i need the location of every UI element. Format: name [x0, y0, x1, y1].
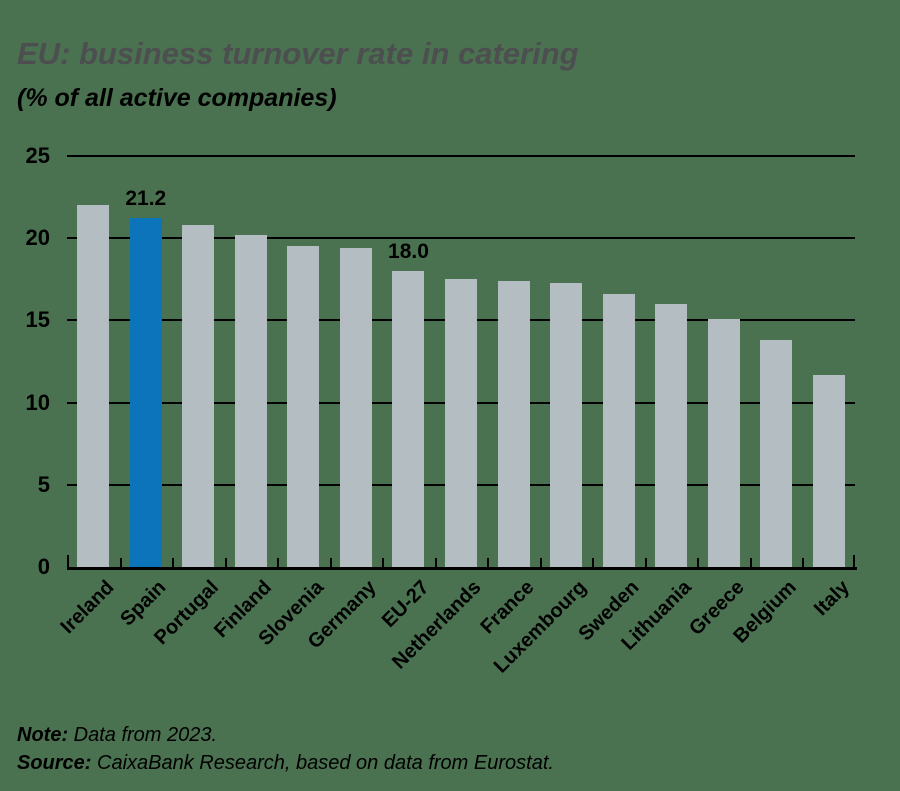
- axis-boundary-tick: [119, 558, 122, 567]
- note-label: Note:: [17, 724, 69, 746]
- axis-boundary-tick: [224, 558, 227, 567]
- x-tick-label-ireland: Ireland: [56, 576, 119, 639]
- bar-luxembourg: [550, 282, 583, 567]
- axis-boundary-tick: [697, 558, 700, 567]
- note-text: Data from 2023.: [68, 724, 218, 746]
- axis-boundary-tick: [67, 555, 69, 567]
- source-label: Source:: [17, 752, 92, 774]
- axis-boundary-tick: [277, 558, 280, 567]
- plot-area: [67, 155, 858, 570]
- axis-boundary-tick: [592, 558, 595, 567]
- y-tick-label-15: 15: [25, 307, 50, 333]
- axis-boundary-tick: [644, 558, 647, 567]
- source-line: Source: CaixaBank Research, based on dat…: [17, 752, 554, 775]
- bar-italy: [812, 374, 845, 567]
- bar-lithuania: [655, 303, 688, 567]
- value-label-spain: 21.2: [125, 187, 167, 211]
- source-text: CaixaBank Research, based on data from E…: [91, 752, 554, 774]
- note-line: Note: Data from 2023.: [17, 724, 217, 747]
- axis-boundary-tick: [382, 558, 385, 567]
- x-axis-line: [67, 567, 858, 570]
- axis-boundary-tick: [539, 558, 542, 567]
- bar-slovenia: [287, 246, 320, 567]
- chart-title: EU: business turnover rate in catering: [17, 36, 579, 71]
- bar-portugal: [182, 225, 215, 567]
- axis-boundary-tick: [749, 558, 752, 567]
- gridline-20: [67, 237, 855, 240]
- axis-boundary-tick: [172, 558, 175, 567]
- value-label-eu-27: 18.0: [388, 240, 429, 264]
- bar-greece: [707, 318, 740, 567]
- bar-netherlands: [445, 279, 477, 567]
- y-tick-label-10: 10: [25, 389, 50, 415]
- y-tick-label-20: 20: [25, 225, 50, 251]
- y-tick-label-0: 0: [37, 554, 50, 579]
- bar-spain: [129, 218, 162, 567]
- y-tick-label-25: 25: [25, 143, 50, 168]
- bar-belgium: [760, 340, 793, 567]
- bar-germany: [339, 248, 372, 567]
- chart-subtitle: (% of all active companies): [17, 84, 337, 112]
- y-tick-label-5: 5: [37, 471, 50, 497]
- bar-eu-27: [392, 271, 425, 567]
- bar-france: [497, 280, 530, 567]
- axis-boundary-tick: [487, 558, 490, 567]
- axis-boundary-tick: [802, 558, 805, 567]
- gridline-25: [67, 155, 855, 157]
- axis-boundary-tick: [329, 558, 332, 567]
- bar-sweden: [602, 294, 635, 567]
- axis-boundary-tick: [853, 555, 855, 567]
- axis-boundary-tick: [434, 558, 437, 567]
- bar-ireland: [77, 205, 110, 567]
- bar-finland: [234, 234, 267, 567]
- x-tick-label-italy: Italy: [809, 576, 854, 621]
